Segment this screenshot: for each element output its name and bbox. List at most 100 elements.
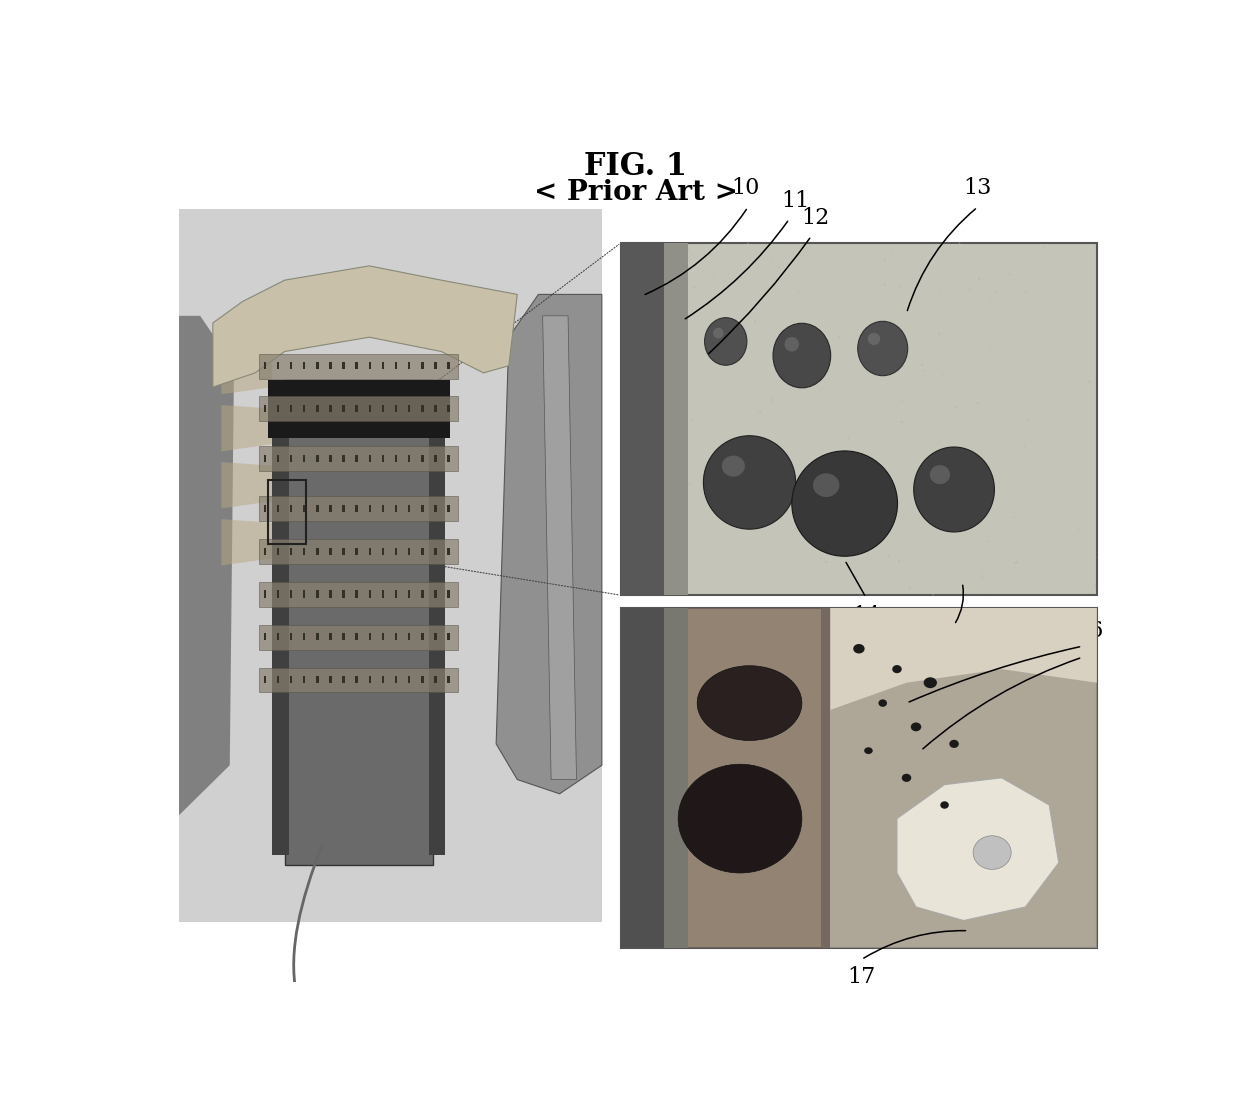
Polygon shape (221, 405, 272, 451)
Bar (285, 381, 433, 865)
Circle shape (673, 400, 675, 403)
Bar (429, 389, 445, 856)
Circle shape (991, 591, 992, 593)
Circle shape (1056, 257, 1059, 258)
Circle shape (1016, 561, 1018, 563)
Text: 12: 12 (801, 207, 830, 229)
Bar (264, 362, 267, 370)
Bar (356, 590, 358, 598)
Circle shape (681, 416, 683, 417)
Ellipse shape (713, 328, 724, 339)
Circle shape (795, 528, 796, 529)
Circle shape (782, 364, 785, 366)
Bar (303, 676, 305, 683)
Bar (264, 548, 267, 555)
Ellipse shape (792, 451, 898, 556)
Bar (408, 676, 410, 683)
Circle shape (857, 442, 859, 445)
Circle shape (691, 419, 693, 420)
Bar (394, 505, 397, 512)
Ellipse shape (924, 677, 937, 688)
Circle shape (983, 576, 986, 578)
Bar (448, 454, 450, 462)
Circle shape (760, 456, 761, 457)
Bar (264, 676, 267, 683)
Circle shape (991, 256, 992, 258)
Bar (264, 405, 267, 413)
Ellipse shape (868, 333, 880, 345)
Circle shape (909, 534, 910, 535)
Circle shape (765, 277, 768, 278)
Circle shape (770, 396, 771, 398)
Circle shape (846, 436, 847, 438)
Bar (277, 633, 279, 641)
Circle shape (742, 553, 744, 554)
Ellipse shape (858, 321, 908, 376)
Circle shape (1008, 274, 1011, 276)
Circle shape (990, 346, 992, 347)
Circle shape (892, 249, 894, 251)
Circle shape (977, 403, 978, 404)
Bar (342, 548, 345, 555)
Circle shape (951, 560, 952, 563)
Circle shape (909, 588, 910, 589)
Polygon shape (268, 381, 450, 438)
Bar (663, 243, 688, 596)
Circle shape (687, 508, 688, 510)
Bar (342, 505, 345, 512)
Bar (408, 548, 410, 555)
Bar (316, 633, 319, 641)
Bar (290, 454, 293, 462)
Circle shape (646, 390, 649, 392)
Circle shape (677, 478, 680, 480)
Circle shape (1053, 429, 1054, 431)
Text: 10: 10 (730, 178, 759, 200)
Circle shape (764, 395, 765, 396)
Bar (303, 362, 305, 370)
Circle shape (973, 836, 1011, 869)
Circle shape (631, 525, 632, 527)
Bar (259, 496, 458, 522)
Bar (394, 676, 397, 683)
Circle shape (864, 492, 866, 493)
Polygon shape (543, 315, 577, 780)
Bar (434, 548, 436, 555)
Circle shape (621, 306, 622, 307)
Circle shape (1081, 298, 1084, 299)
Circle shape (959, 243, 961, 244)
Circle shape (665, 550, 667, 552)
Bar (264, 454, 267, 462)
Circle shape (1058, 481, 1060, 483)
Bar (259, 354, 458, 378)
Bar (368, 676, 371, 683)
Polygon shape (221, 347, 272, 394)
Circle shape (746, 243, 749, 244)
Bar (408, 454, 410, 462)
Circle shape (670, 345, 671, 346)
Bar (303, 590, 305, 598)
Ellipse shape (950, 740, 959, 748)
Bar (356, 633, 358, 641)
Circle shape (893, 436, 894, 437)
Circle shape (957, 554, 960, 556)
Circle shape (936, 450, 937, 452)
Bar (434, 633, 436, 641)
Circle shape (988, 334, 991, 335)
Circle shape (895, 392, 897, 393)
Bar (277, 505, 279, 512)
Circle shape (641, 508, 642, 510)
Circle shape (900, 421, 903, 422)
Ellipse shape (940, 801, 949, 808)
Bar (382, 633, 384, 641)
Bar (408, 362, 410, 370)
Bar (268, 480, 306, 544)
Circle shape (884, 259, 887, 260)
Text: 16: 16 (1075, 620, 1104, 642)
Circle shape (751, 323, 753, 324)
Circle shape (828, 590, 830, 591)
Bar (290, 590, 293, 598)
Bar (422, 590, 424, 598)
Circle shape (992, 484, 993, 485)
Circle shape (1058, 315, 1059, 318)
Bar (290, 505, 293, 512)
